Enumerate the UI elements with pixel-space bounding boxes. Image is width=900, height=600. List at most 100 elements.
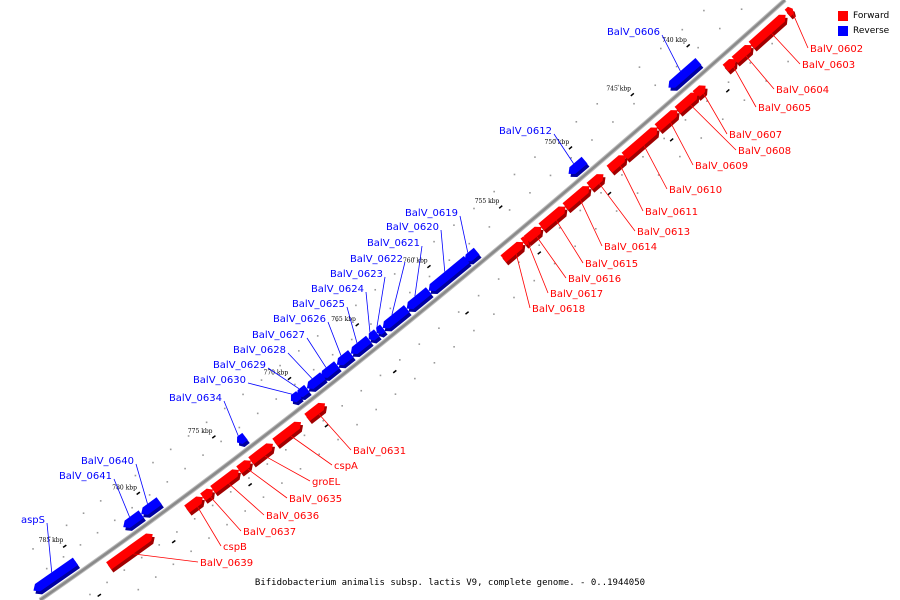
gene-arrow-aspS[interactable] bbox=[33, 557, 80, 595]
gene-label-BalV_0610[interactable]: BalV_0610 bbox=[669, 185, 722, 196]
gene-label-BalV_0634[interactable]: BalV_0634 bbox=[169, 393, 222, 404]
gene-arrow-BalV_0610[interactable] bbox=[621, 127, 660, 163]
gene-arrow-BalV_0613[interactable] bbox=[586, 174, 606, 193]
scale-dot bbox=[113, 519, 116, 522]
gene-label-BalV_0623[interactable]: BalV_0623 bbox=[330, 269, 383, 280]
gene-leader-line bbox=[440, 229, 446, 272]
gene-arrow-BalV_0619[interactable] bbox=[464, 247, 482, 265]
gene-label-BalV_0606[interactable]: BalV_0606 bbox=[607, 27, 660, 38]
gene-label-BalV_0626[interactable]: BalV_0626 bbox=[273, 314, 326, 325]
gene-label-BalV_0608[interactable]: BalV_0608 bbox=[738, 146, 791, 157]
gene-label-BalV_0640[interactable]: BalV_0640 bbox=[81, 456, 134, 467]
gene-arrow-BalV_0617[interactable] bbox=[520, 236, 531, 249]
gene-arrow-BalV_0637[interactable] bbox=[200, 488, 215, 504]
gene-arrow-BalV_0624[interactable] bbox=[368, 329, 382, 344]
gene-label-BalV_0609[interactable]: BalV_0609 bbox=[695, 161, 748, 172]
gene-arrow-BalV_0639[interactable] bbox=[106, 533, 155, 573]
gene-arrow-BalV_0612[interactable] bbox=[568, 156, 590, 178]
scale-label: 785 kbp bbox=[39, 537, 64, 544]
gene-label-BalV_0641[interactable]: BalV_0641 bbox=[59, 471, 112, 482]
gene-arrow-BalV_0640[interactable] bbox=[141, 497, 164, 518]
gene-label-BalV_0607[interactable]: BalV_0607 bbox=[729, 130, 782, 141]
gene-leader-line bbox=[536, 236, 567, 279]
gene-arrow-BalV_0603[interactable] bbox=[748, 14, 788, 52]
gene-arrow-cspA[interactable] bbox=[272, 421, 304, 449]
gene-label-BalV_0635[interactable]: BalV_0635 bbox=[289, 494, 342, 505]
gene-arrow-BalV_0636[interactable] bbox=[210, 469, 241, 497]
gene-arrow-BalV_0618[interactable] bbox=[500, 241, 526, 266]
gene-label-BalV_0603[interactable]: BalV_0603 bbox=[802, 60, 855, 71]
gene-label-groEL[interactable]: groEL bbox=[312, 477, 341, 488]
gene-arrow-BalV_0641[interactable] bbox=[123, 510, 146, 531]
gene-arrow-BalV_0604[interactable] bbox=[731, 45, 754, 67]
gene-leader-line bbox=[553, 133, 574, 164]
gene-arrow-BalV_0615[interactable] bbox=[538, 206, 568, 234]
gene-label-BalV_0627[interactable]: BalV_0627 bbox=[252, 330, 305, 341]
gene-arrow-BalV_0621[interactable] bbox=[406, 287, 434, 312]
gene-arrow-BalV_0614[interactable] bbox=[562, 186, 592, 214]
gene-arrow-BalV_0608[interactable] bbox=[674, 92, 700, 117]
gene-label-BalV_0631[interactable]: BalV_0631 bbox=[353, 446, 406, 457]
scale-dot bbox=[152, 461, 154, 464]
scale-dot bbox=[508, 209, 511, 211]
gene-label-BalV_0611[interactable]: BalV_0611 bbox=[645, 207, 698, 218]
gene-arrow-BalV_0616[interactable] bbox=[523, 226, 544, 247]
gene-label-cspA[interactable]: cspA bbox=[334, 461, 358, 472]
gene-label-BalV_0630[interactable]: BalV_0630 bbox=[193, 375, 246, 386]
gene-arrow-BalV_0611[interactable] bbox=[606, 155, 628, 176]
gene-label-BalV_0612[interactable]: BalV_0612 bbox=[499, 126, 552, 137]
gene-label-BalV_0613[interactable]: BalV_0613 bbox=[637, 227, 690, 238]
gene-body bbox=[784, 6, 794, 17]
gene-arrow-BalV_0634[interactable] bbox=[237, 432, 250, 447]
scale-tick bbox=[211, 435, 216, 439]
scale-tick bbox=[62, 544, 67, 549]
gene-body bbox=[376, 324, 386, 335]
gene-label-BalV_0602[interactable]: BalV_0602 bbox=[810, 44, 863, 55]
gene-label-BalV_0617[interactable]: BalV_0617 bbox=[550, 289, 603, 300]
gene-label-BalV_0604[interactable]: BalV_0604 bbox=[776, 85, 829, 96]
gene-label-BalV_0629[interactable]: BalV_0629 bbox=[213, 360, 266, 371]
gene-label-BalV_0639[interactable]: BalV_0639 bbox=[200, 558, 253, 569]
gene-arrow-cspB[interactable] bbox=[184, 496, 205, 516]
gene-label-BalV_0605[interactable]: BalV_0605 bbox=[758, 103, 811, 114]
gene-arrow-BalV_0627[interactable] bbox=[320, 361, 342, 381]
gene-label-BalV_0628[interactable]: BalV_0628 bbox=[233, 345, 286, 356]
gene-arrow-BalV_0609[interactable] bbox=[654, 110, 680, 135]
gene-arrow-BalV_0605[interactable] bbox=[722, 58, 738, 75]
gene-label-BalV_0624[interactable]: BalV_0624 bbox=[311, 284, 364, 295]
scale-dot bbox=[322, 419, 325, 422]
gene-label-BalV_0636[interactable]: BalV_0636 bbox=[266, 511, 319, 522]
scale-dot bbox=[636, 192, 639, 194]
gene-arrow-BalV_0623[interactable] bbox=[376, 324, 388, 338]
scale-dot bbox=[765, 80, 767, 82]
gene-arrow-BalV_0629[interactable] bbox=[296, 384, 312, 401]
gene-label-BalV_0614[interactable]: BalV_0614 bbox=[604, 242, 657, 253]
gene-label-BalV_0619[interactable]: BalV_0619 bbox=[405, 208, 458, 219]
gene-arrow-BalV_0602[interactable] bbox=[784, 6, 796, 20]
gene-label-BalV_0622[interactable]: BalV_0622 bbox=[350, 254, 403, 265]
gene-arrow-BalV_0606[interactable] bbox=[668, 58, 704, 91]
gene-arrow-groEL[interactable] bbox=[248, 443, 275, 468]
gene-arrow-BalV_0620[interactable] bbox=[428, 255, 472, 295]
gene-label-BalV_0620[interactable]: BalV_0620 bbox=[386, 222, 439, 233]
gene-leader-line bbox=[527, 243, 549, 294]
gene-label-BalV_0637[interactable]: BalV_0637 bbox=[243, 527, 296, 538]
gene-leader-line bbox=[135, 463, 148, 505]
gene-arrow-BalV_0622[interactable] bbox=[382, 305, 412, 332]
gene-label-cspB[interactable]: cspB bbox=[223, 542, 247, 553]
scale-dot bbox=[96, 531, 99, 534]
gene-arrow-BalV_0630[interactable] bbox=[290, 391, 304, 406]
gene-arrow-BalV_0628[interactable] bbox=[306, 372, 328, 392]
gene-arrow-BalV_0631[interactable] bbox=[304, 402, 328, 425]
gene-label-BalV_0618[interactable]: BalV_0618 bbox=[532, 304, 585, 315]
gene-label-BalV_0615[interactable]: BalV_0615 bbox=[585, 259, 638, 270]
gene-label-BalV_0616[interactable]: BalV_0616 bbox=[568, 274, 621, 285]
gene-label-BalV_0621[interactable]: BalV_0621 bbox=[367, 238, 420, 249]
scale-dot bbox=[706, 100, 708, 102]
gene-label-aspS[interactable]: aspS bbox=[21, 515, 45, 526]
gene-arrow-BalV_0626[interactable] bbox=[336, 350, 356, 369]
gene-label-BalV_0625[interactable]: BalV_0625 bbox=[292, 299, 345, 310]
legend-reverse: Reverse bbox=[838, 23, 889, 38]
gene-arrow-BalV_0625[interactable] bbox=[350, 335, 374, 358]
gene-arrow-BalV_0635[interactable] bbox=[236, 460, 253, 477]
